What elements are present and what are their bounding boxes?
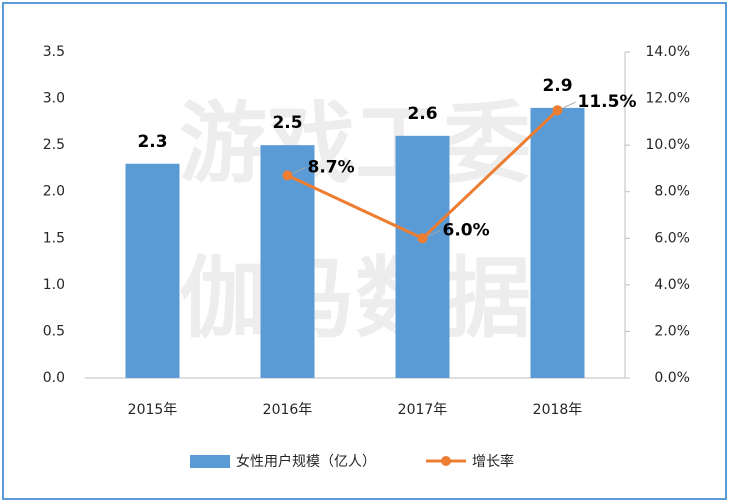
- bar: [395, 135, 450, 378]
- y-tick-label: 2.0: [43, 184, 65, 200]
- y-tick-label: 3.0: [43, 91, 65, 107]
- watermark: 游戏工委: [179, 92, 531, 195]
- bar: [125, 163, 180, 378]
- x-tick-label: 2018年: [533, 402, 583, 418]
- y2-tick-label: 8.0%: [654, 184, 690, 200]
- y2-tick-label: 6.0%: [654, 230, 690, 246]
- legend-label: 女性用户规模（亿人）: [236, 453, 376, 470]
- bar-value-label: 2.3: [137, 132, 167, 152]
- bar-value-label: 2.5: [272, 113, 302, 133]
- bar-value-label: 2.9: [542, 76, 572, 96]
- line-value-label: 6.0%: [443, 220, 490, 240]
- y-tick-label: 1.0: [43, 277, 65, 293]
- y2-tick-label: 14.0%: [646, 44, 690, 60]
- line-value-label: 11.5%: [578, 92, 637, 112]
- watermark: 伽马数据: [179, 247, 531, 350]
- legend-label: 增长率: [472, 453, 514, 470]
- y-tick-label: 0.0: [43, 370, 65, 386]
- x-tick-label: 2015年: [128, 402, 178, 418]
- x-tick-label: 2016年: [263, 402, 313, 418]
- y2-tick-label: 2.0%: [654, 323, 690, 339]
- y2-tick-label: 0.0%: [654, 370, 690, 386]
- y-tick-label: 0.5: [43, 323, 65, 339]
- line-marker: [282, 170, 293, 181]
- y2-tick-label: 12.0%: [646, 91, 690, 107]
- y2-tick-label: 4.0%: [654, 277, 690, 293]
- label-leader: [562, 101, 576, 109]
- label-leader: [292, 166, 306, 174]
- bar: [530, 107, 585, 378]
- y2-tick-label: 10.0%: [646, 137, 690, 153]
- label-leader: [427, 229, 441, 237]
- line-marker: [417, 233, 428, 244]
- line-marker: [552, 105, 563, 116]
- y-tick-label: 2.5: [43, 137, 65, 153]
- legend-swatch: [441, 456, 451, 466]
- legend-swatch: [190, 455, 230, 468]
- y-tick-label: 3.5: [43, 44, 65, 60]
- x-tick-label: 2017年: [398, 402, 448, 418]
- line-value-label: 8.7%: [308, 157, 355, 177]
- y-tick-label: 1.5: [43, 230, 65, 246]
- bar-value-label: 2.6: [407, 104, 437, 124]
